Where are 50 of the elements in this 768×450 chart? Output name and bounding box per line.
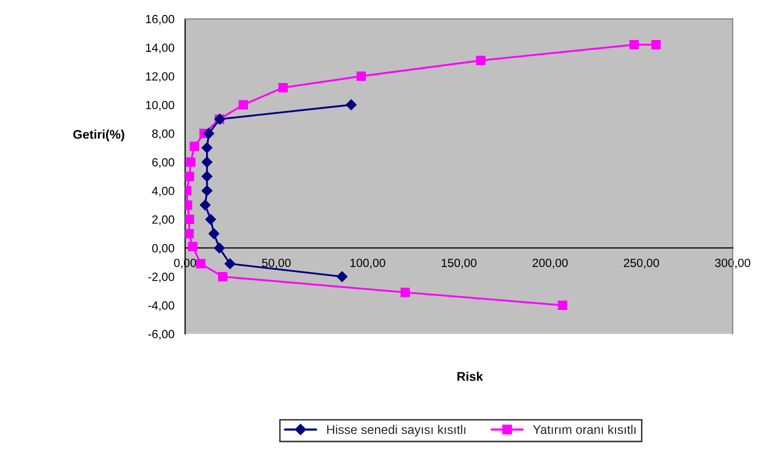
y-tick-label: 8,00	[152, 129, 174, 140]
y-tick-label: -2,00	[148, 272, 174, 282]
point	[203, 128, 214, 139]
point	[196, 259, 206, 268]
point	[202, 156, 212, 168]
x-tick-label: 250,00	[624, 258, 659, 268]
point	[188, 242, 198, 252]
point	[476, 56, 486, 66]
x-tick-label: 100,00	[350, 258, 386, 268]
x-tick-label: 150,00	[442, 258, 476, 268]
point	[214, 242, 225, 254]
x-axis-title: Risk	[457, 372, 484, 381]
y-tick-label: -4,00	[148, 301, 174, 312]
point	[202, 185, 212, 196]
x-tick-label: 200,00	[532, 258, 568, 268]
point	[651, 40, 661, 50]
point	[558, 300, 568, 310]
point	[202, 142, 212, 154]
point	[218, 272, 228, 282]
y-tick-label: 4,00	[152, 186, 174, 197]
point	[205, 214, 216, 225]
point	[238, 100, 248, 110]
point	[185, 172, 194, 182]
y-axis-title: Getiri(%)	[73, 130, 124, 142]
point	[336, 271, 348, 282]
y-tick-label: 10,00	[146, 100, 174, 111]
point	[186, 157, 196, 167]
point	[356, 71, 366, 81]
x-tick-label: 300,00	[715, 258, 750, 268]
y-tick-label: 16,00	[146, 14, 174, 25]
y-tick-label: -6,00	[148, 330, 174, 340]
point	[190, 142, 200, 152]
point	[185, 228, 194, 238]
legend-label: Hisse senedi sayısı kısıtlı	[327, 424, 466, 436]
y-tick-label: 12,00	[146, 72, 174, 82]
point	[208, 228, 220, 240]
legend-label: Yatırım oranı kısıtlı	[533, 424, 636, 434]
point	[200, 200, 211, 210]
y-tick-label: 6,00	[152, 158, 174, 168]
point	[629, 40, 639, 50]
y-tick-label: 2,00	[152, 215, 174, 226]
point	[400, 288, 410, 298]
point	[224, 258, 236, 270]
point	[202, 170, 212, 182]
point	[185, 214, 194, 224]
x-tick-label: 50,00	[262, 258, 291, 268]
point	[278, 82, 288, 92]
point	[346, 99, 357, 110]
y-tick-label: 14,00	[146, 44, 174, 54]
y-tick-label: 0,00	[152, 244, 174, 254]
